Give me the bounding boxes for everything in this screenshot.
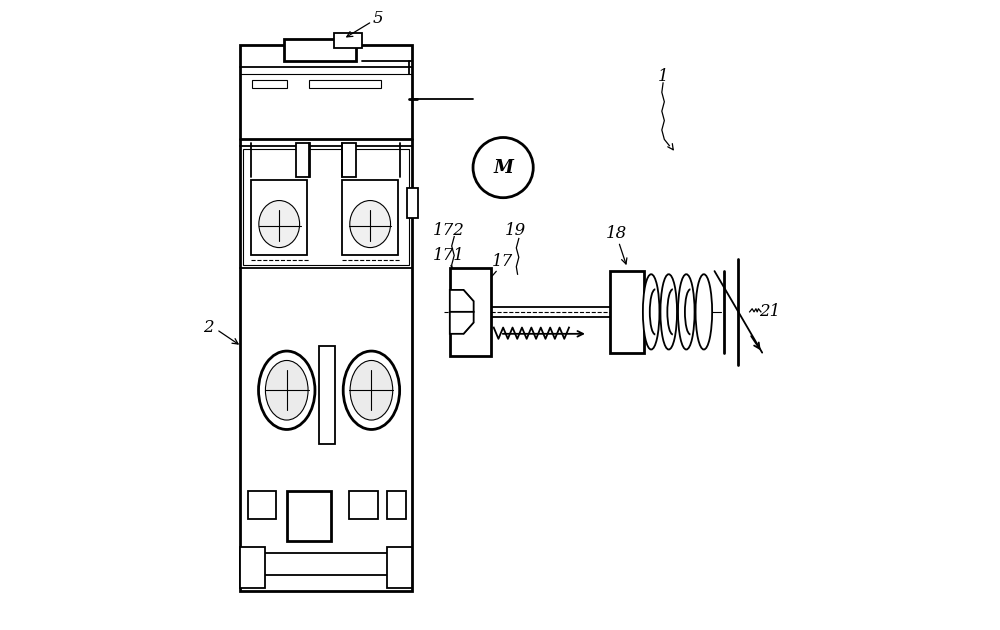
Text: M: M bbox=[493, 159, 513, 176]
Text: 171: 171 bbox=[433, 247, 465, 264]
Bar bbox=[251, 180, 307, 255]
Bar bbox=[342, 142, 356, 177]
Bar bbox=[334, 33, 362, 49]
Ellipse shape bbox=[350, 200, 391, 248]
Ellipse shape bbox=[259, 200, 300, 248]
Bar bbox=[240, 45, 412, 591]
Bar bbox=[319, 346, 335, 444]
Bar bbox=[450, 268, 491, 356]
Bar bbox=[240, 547, 265, 588]
Ellipse shape bbox=[643, 274, 659, 350]
Text: 2: 2 bbox=[203, 319, 214, 336]
Bar bbox=[349, 491, 378, 519]
Bar bbox=[407, 188, 418, 218]
Ellipse shape bbox=[696, 274, 712, 350]
Bar bbox=[248, 491, 276, 519]
Bar bbox=[243, 149, 409, 265]
Bar bbox=[342, 180, 398, 255]
Bar bbox=[284, 39, 356, 61]
Polygon shape bbox=[450, 312, 474, 334]
Text: 21: 21 bbox=[759, 304, 780, 321]
Text: 172: 172 bbox=[433, 222, 465, 239]
Bar bbox=[309, 80, 381, 88]
Circle shape bbox=[473, 137, 533, 198]
Ellipse shape bbox=[259, 351, 315, 430]
Bar bbox=[240, 553, 412, 575]
Bar bbox=[287, 491, 331, 541]
Bar bbox=[387, 491, 406, 519]
Ellipse shape bbox=[350, 360, 393, 420]
Bar bbox=[252, 80, 287, 88]
Text: 1: 1 bbox=[658, 68, 668, 85]
Bar bbox=[296, 142, 310, 177]
Bar bbox=[387, 547, 412, 588]
Text: 19: 19 bbox=[505, 222, 526, 239]
Ellipse shape bbox=[678, 274, 695, 350]
Ellipse shape bbox=[265, 360, 308, 420]
Bar bbox=[610, 271, 644, 353]
Ellipse shape bbox=[660, 274, 677, 350]
Text: 18: 18 bbox=[606, 225, 627, 242]
Text: 5: 5 bbox=[372, 11, 383, 28]
Ellipse shape bbox=[343, 351, 400, 430]
Polygon shape bbox=[450, 290, 474, 312]
Text: 17: 17 bbox=[492, 253, 513, 270]
